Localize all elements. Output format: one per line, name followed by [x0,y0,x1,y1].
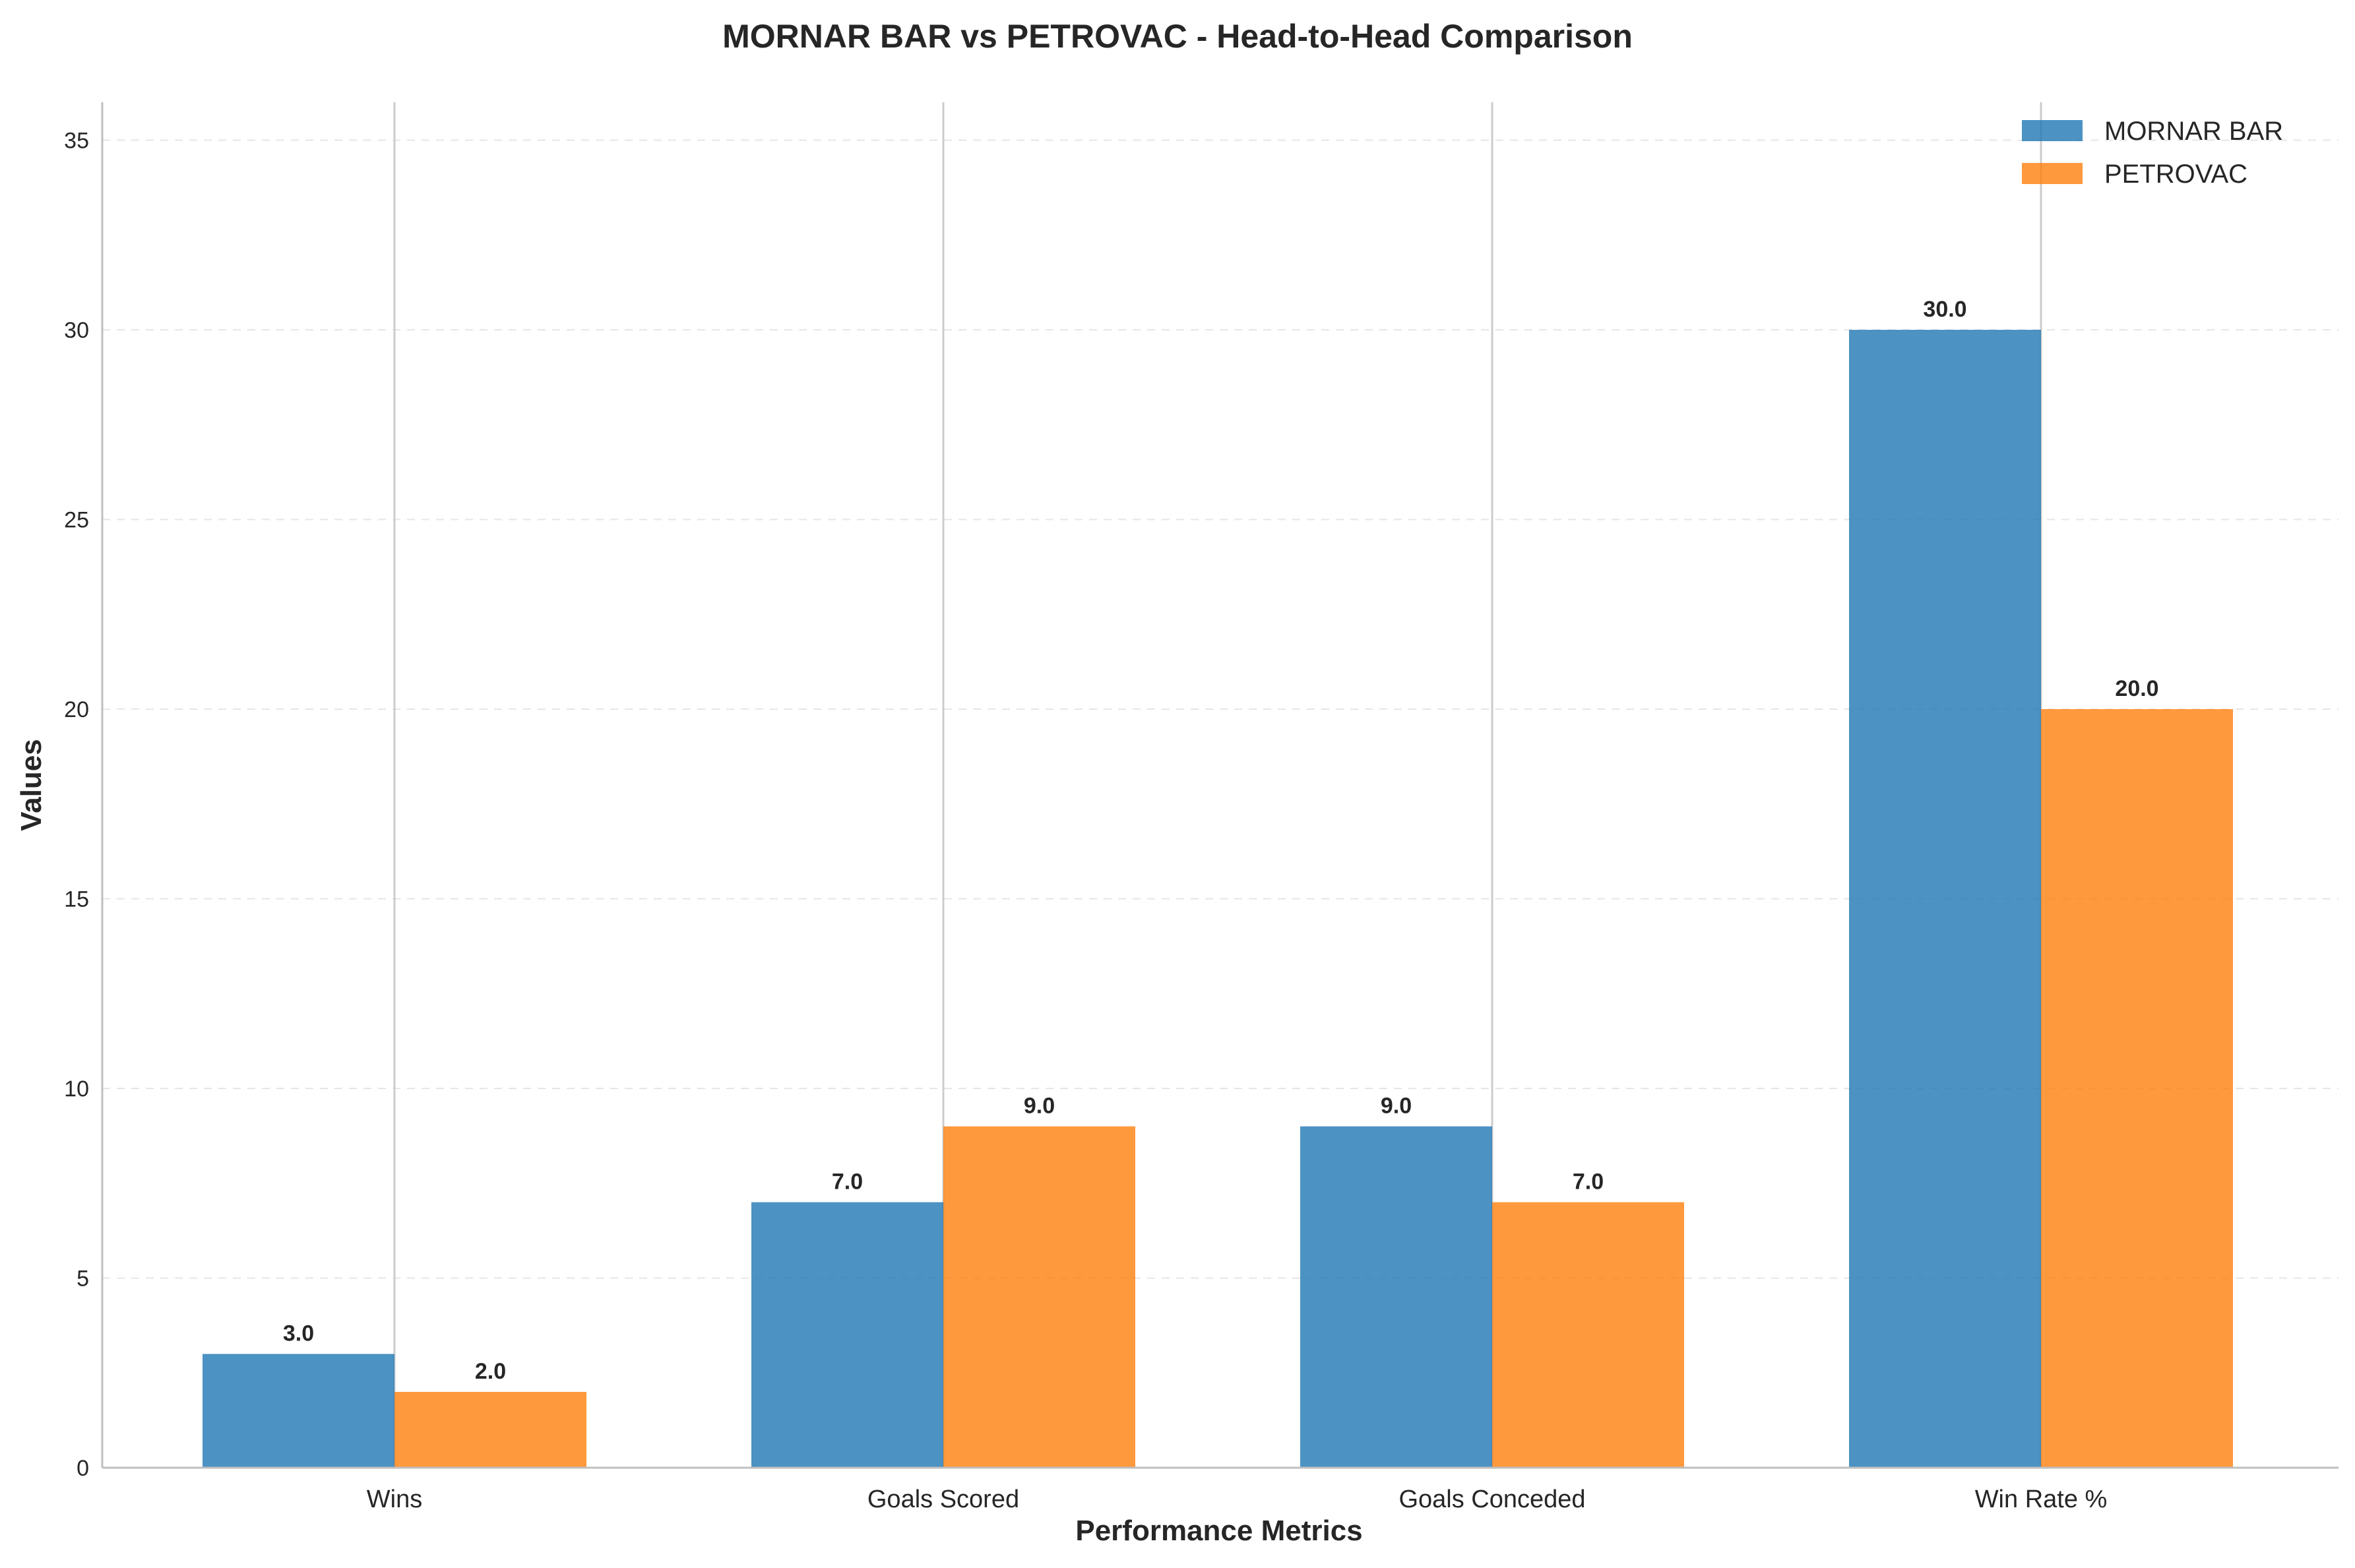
bar-mornar-bar [1849,330,2041,1468]
legend-swatch [2022,120,2083,141]
y-tick-label: 15 [64,887,89,912]
legend: MORNAR BAR PETROVAC [2022,117,2283,189]
labels-layer: 0 5 10 15 20 25 30 35 3.0 7.0 9.0 30.0 2.0 9.0 7.0 20.0… [64,129,2158,1514]
data-label: 3.0 [283,1321,314,1346]
chart-title: MORNAR BAR vs PETROVAC - Head-to-Head Co… [722,18,1633,55]
legend-label: MORNAR BAR [2104,117,2283,146]
data-label: 20.0 [2115,676,2158,701]
y-tick-label: 35 [64,129,89,154]
x-tick-label: Win Rate % [1975,1486,2108,1513]
bar-mornar-bar [203,1354,394,1468]
bar-petrovac [394,1392,586,1468]
bar-petrovac [2041,709,2233,1468]
y-tick-label: 30 [64,318,89,343]
bars-layer [203,330,2233,1468]
y-tick-label: 20 [64,697,89,722]
bar-mornar-bar [1300,1126,1492,1468]
axes-layer [101,102,2339,1469]
y-tick-label: 5 [77,1267,89,1292]
bar-mornar-bar [751,1202,943,1468]
legend-label: PETROVAC [2104,160,2247,189]
y-tick-label: 25 [64,508,89,533]
data-label: 2.0 [475,1359,506,1384]
x-tick-label: Wins [367,1486,422,1513]
x-tick-label: Goals Conceded [1398,1486,1585,1513]
data-label: 7.0 [832,1170,863,1195]
bar-petrovac [943,1126,1135,1468]
y-axis-title: Values [15,739,47,831]
y-tick-label: 0 [77,1456,89,1481]
x-tick-label: Goals Scored [867,1486,1019,1513]
x-axis-title: Performance Metrics [1075,1515,1362,1547]
data-label: 9.0 [1024,1094,1055,1119]
y-tick-label: 10 [64,1077,89,1102]
data-label: 9.0 [1381,1094,1412,1119]
legend-swatch [2022,163,2083,184]
data-label: 7.0 [1573,1170,1604,1195]
data-label: 30.0 [1923,297,1966,322]
bar-petrovac [1492,1202,1684,1468]
